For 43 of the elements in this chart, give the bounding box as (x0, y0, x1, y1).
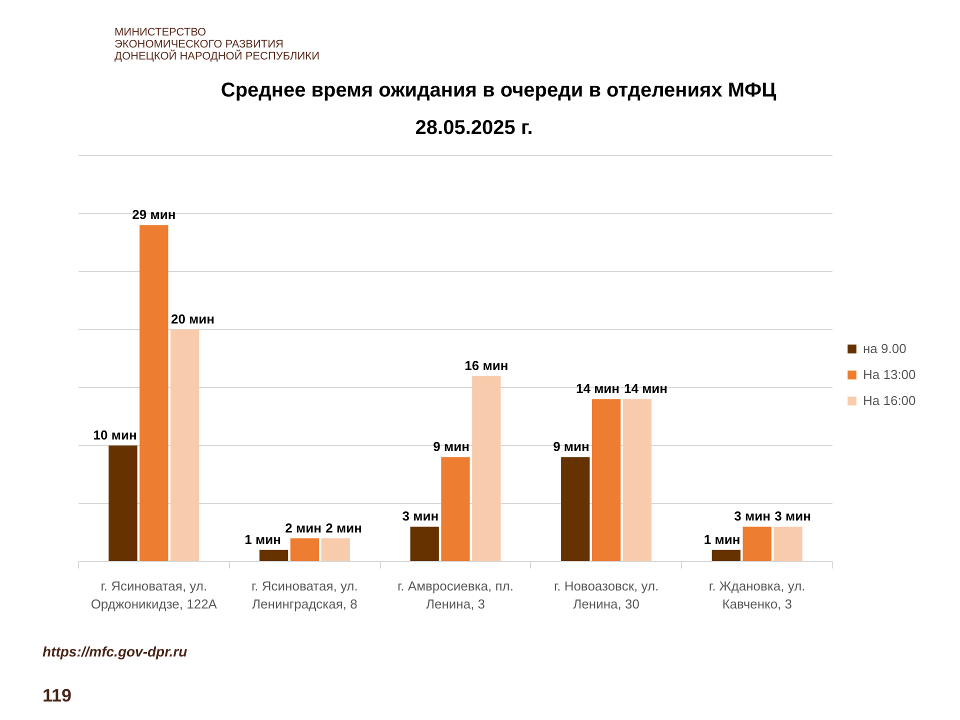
data-label: 1 мин (244, 532, 281, 547)
legend-label: На 13:00 (863, 367, 916, 382)
data-label: 3 мин (402, 508, 439, 524)
bar (592, 399, 621, 562)
data-label: 9 мин (553, 439, 590, 454)
data-label: 2 мин (326, 520, 362, 536)
bar (742, 526, 772, 562)
data-label: 29 мин (132, 207, 176, 222)
data-label: 14 мин (624, 381, 668, 396)
data-label: 9 мин (433, 439, 470, 454)
data-label: 10 мин (93, 428, 137, 442)
data-label: 3 мин (774, 508, 811, 524)
bar (170, 330, 200, 562)
chart-subtitle: 28.05.2025 г. (415, 117, 533, 139)
bar (140, 225, 168, 562)
text: https://mfc.gov-dpr.ru (42, 644, 188, 660)
bar (108, 446, 138, 562)
x-tick-label: г. Амвросиевка, пл. Ленина, 3 (398, 578, 514, 612)
chart-title: Среднее время ожидания в очереди в отделениях МФЦ (220, 80, 777, 102)
data-label: 1 мин (704, 532, 740, 547)
data-label: 2 мин (285, 520, 322, 536)
bar (774, 526, 802, 562)
data-label: 3 мин (734, 508, 770, 524)
text: 119 (42, 686, 72, 706)
bar (472, 376, 501, 562)
x-tick-label: г. Ясиноватая, ул. Ленинградская, 8 (252, 578, 358, 612)
data-label: 20 мин (170, 312, 215, 326)
legend-label: на 9.00 (863, 341, 906, 356)
x-tick-label: г. Ждановка, ул. Кавченко, 3 (708, 578, 806, 612)
legend-label: На 16:00 (863, 393, 916, 408)
bar (410, 526, 439, 562)
bar (259, 550, 288, 562)
bar (712, 550, 741, 562)
text: МИНИСТЕРСТВО ЭКОНОМИЧЕСКОГО РАЗВИТИЯ ДОНЕЦКОЙ НАРОДНОЙ РЕСПУБЛИКИ (114, 26, 320, 62)
bar (290, 538, 320, 562)
data-label: 14 мин (576, 381, 620, 396)
bar (622, 399, 652, 562)
x-tick-label: г. Новоазовск, ул. Ленина, 30 (554, 578, 659, 612)
bar (321, 538, 350, 562)
data-label: 16 мин (464, 358, 508, 373)
bar (561, 457, 590, 562)
x-tick-label: г. Ясиноватая, ул. Орджоникидзе, 122А (90, 578, 218, 612)
bar (441, 457, 470, 562)
